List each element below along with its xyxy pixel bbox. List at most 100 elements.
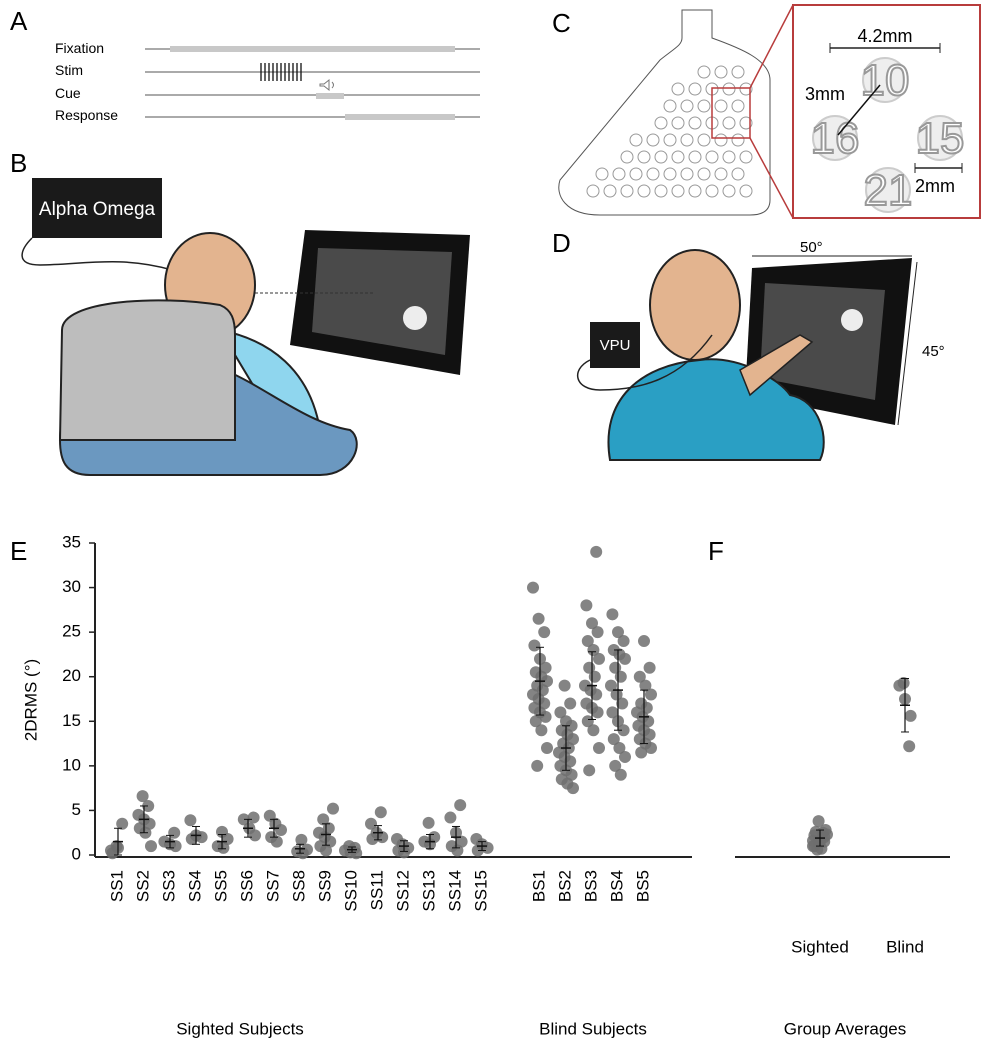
group-label: Sighted Subjects bbox=[176, 1019, 304, 1038]
data-point bbox=[237, 813, 250, 826]
data-point bbox=[317, 813, 330, 826]
data-point bbox=[554, 706, 567, 719]
data-point bbox=[619, 652, 631, 665]
data-point bbox=[617, 724, 630, 737]
electrode bbox=[620, 184, 634, 198]
data-point bbox=[903, 740, 916, 753]
electrode bbox=[654, 150, 668, 164]
data-point bbox=[593, 652, 605, 665]
data-point bbox=[528, 639, 541, 652]
data-point bbox=[567, 733, 579, 746]
data-point bbox=[583, 764, 596, 777]
data-point bbox=[645, 688, 657, 701]
electrode bbox=[654, 116, 668, 130]
row-label: Response bbox=[55, 107, 118, 123]
electrode bbox=[739, 150, 753, 164]
panel-label: A bbox=[10, 6, 28, 36]
x-tick-label: SS4 bbox=[185, 870, 204, 902]
data-point bbox=[612, 626, 624, 639]
electrode bbox=[688, 150, 702, 164]
data-point bbox=[587, 643, 600, 656]
data-point bbox=[444, 811, 457, 824]
electrode bbox=[671, 150, 685, 164]
data-point bbox=[645, 742, 657, 755]
electrode bbox=[722, 150, 736, 164]
x-tick-label: SS11 bbox=[367, 870, 386, 910]
setup-blind: 50° 45° VPU bbox=[576, 239, 945, 461]
data-point bbox=[588, 670, 601, 683]
data-point bbox=[581, 635, 594, 648]
data-point bbox=[580, 599, 593, 612]
data-point bbox=[184, 814, 197, 827]
x-tick-label: SS15 bbox=[471, 870, 490, 912]
y-tick-label: 20 bbox=[62, 666, 81, 685]
electrode bbox=[697, 167, 711, 181]
y-tick-label: 5 bbox=[72, 800, 81, 819]
x-tick-label: BS2 bbox=[555, 870, 574, 902]
x-tick-label: SS3 bbox=[159, 870, 178, 902]
data-point bbox=[564, 697, 577, 710]
y-tick-label: 25 bbox=[62, 622, 81, 641]
electrode bbox=[731, 65, 745, 79]
data-point bbox=[249, 829, 261, 842]
data-point bbox=[609, 759, 622, 772]
electrode bbox=[731, 99, 745, 113]
x-tick-label: BS5 bbox=[633, 870, 652, 902]
data-point bbox=[454, 799, 467, 812]
data-point bbox=[195, 831, 208, 844]
x-tick-label: SS7 bbox=[263, 870, 282, 902]
x-tick-label: SS2 bbox=[133, 870, 152, 902]
row-label: Cue bbox=[55, 85, 81, 101]
electrode bbox=[739, 82, 753, 96]
dimension-label: 50° bbox=[800, 239, 823, 256]
data-point bbox=[564, 755, 577, 768]
x-tick-label: SS12 bbox=[393, 870, 412, 912]
data-point bbox=[327, 802, 339, 815]
data-point bbox=[614, 768, 627, 781]
electrode bbox=[663, 133, 677, 147]
panel-label: F bbox=[708, 536, 724, 566]
electrode-number: 21 bbox=[864, 166, 913, 215]
data-point bbox=[365, 817, 377, 830]
electrode bbox=[714, 65, 728, 79]
setup-sighted: Alpha Omega bbox=[21, 178, 470, 476]
data-point bbox=[610, 688, 623, 701]
electrode bbox=[671, 184, 685, 198]
x-tick-label: SS8 bbox=[289, 870, 308, 902]
data-point bbox=[565, 719, 578, 732]
data-point bbox=[247, 811, 260, 824]
data-point bbox=[275, 824, 287, 837]
data-point bbox=[538, 697, 551, 710]
charts: 2DRMS (°) 0 5 10 15 20 25 30 35 Sighted Subjects… bbox=[21, 532, 950, 1038]
data-point bbox=[619, 750, 631, 763]
data-point bbox=[904, 709, 917, 722]
data-point bbox=[136, 790, 149, 803]
electrode bbox=[739, 184, 753, 198]
data-point bbox=[587, 724, 600, 737]
y-tick-label: 10 bbox=[62, 755, 81, 774]
electrode bbox=[595, 167, 609, 181]
electrode bbox=[722, 184, 736, 198]
data-point bbox=[590, 545, 603, 558]
panel-label: B bbox=[10, 148, 27, 178]
data-point bbox=[643, 728, 656, 741]
electrode-number: 16 bbox=[811, 114, 860, 163]
data-point bbox=[606, 706, 619, 719]
y-axis-label: 2DRMS (°) bbox=[21, 659, 40, 741]
data-point bbox=[812, 815, 825, 828]
y-tick-label: 35 bbox=[62, 532, 81, 551]
y-tick-label: 0 bbox=[72, 844, 81, 863]
data-point bbox=[539, 661, 552, 674]
electrode bbox=[646, 133, 660, 147]
electrode bbox=[629, 133, 643, 147]
data-point bbox=[398, 846, 410, 859]
data-point bbox=[324, 835, 337, 848]
data-point bbox=[529, 715, 542, 728]
y-tick-label: 15 bbox=[62, 711, 81, 730]
electrode bbox=[688, 82, 702, 96]
electrode bbox=[714, 99, 728, 113]
x-tick-label: SS13 bbox=[419, 870, 438, 912]
data-point bbox=[808, 840, 821, 853]
dimension-label: 45° bbox=[922, 343, 945, 360]
